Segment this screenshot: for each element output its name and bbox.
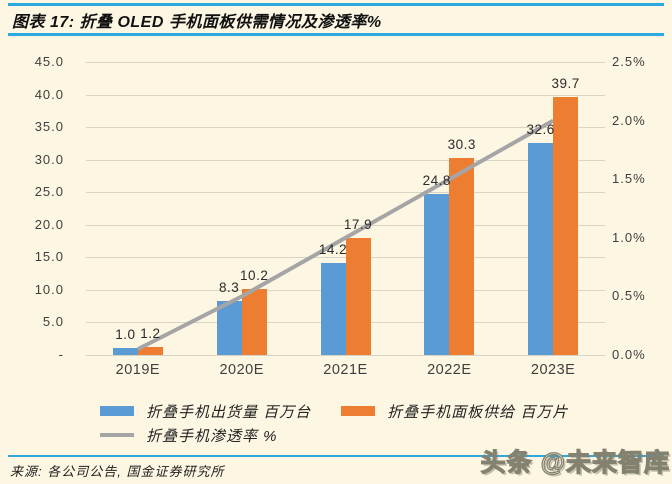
gridline xyxy=(86,94,605,96)
legend-row-1: 折叠手机出货量 百万台 折叠手机面板供给 百万片 xyxy=(100,399,672,423)
bar-value-label: 32.6 xyxy=(526,121,555,137)
bar-value-label: 30.3 xyxy=(447,136,476,152)
gridline xyxy=(86,62,605,63)
bar-value-label: 10.2 xyxy=(240,267,269,283)
legend-label-panel-supply: 折叠手机面板供给 百万片 xyxy=(387,403,569,421)
bar-value-label: 1.2 xyxy=(140,326,161,342)
shipments-bar xyxy=(320,262,346,355)
bar-value-label: 24.8 xyxy=(422,172,451,188)
shipments-bar xyxy=(216,300,242,355)
left-axis-tick-label: 30.0 xyxy=(34,151,64,167)
shipments-bar xyxy=(528,142,554,355)
left-axis-tick-label: 40.0 xyxy=(34,86,64,102)
shipments-bar xyxy=(112,348,138,355)
right-axis-tick-label: 0.5% xyxy=(612,288,646,304)
penetration-swatch xyxy=(100,433,134,437)
shipments-swatch xyxy=(100,406,134,416)
right-axis-tick-label: 2.5% xyxy=(612,54,646,69)
legend-label-shipments: 折叠手机出货量 百万台 xyxy=(146,403,312,421)
legend-row-2: 折叠手机渗透率 % xyxy=(100,423,672,447)
chart-title: 图表 17: 折叠 OLED 手机面板供需情况及渗透率% xyxy=(12,14,382,31)
x-axis-category-label: 2020E xyxy=(219,362,264,378)
x-axis-line xyxy=(86,355,605,356)
right-axis-tick-label: 1.0% xyxy=(612,229,646,245)
x-axis-category-label: 2019E xyxy=(115,362,161,378)
panel-supply-swatch xyxy=(341,406,376,416)
left-axis-tick-label: 35.0 xyxy=(34,119,64,135)
right-axis-tick-label: 0.0% xyxy=(612,347,646,362)
left-axis-tick-label: 5.0 xyxy=(42,314,64,330)
legend-item-panel-supply: 折叠手机面板供给 百万片 xyxy=(341,401,568,422)
right-axis-tick-label: 1.5% xyxy=(612,171,646,187)
chart-legend: 折叠手机出货量 百万台 折叠手机面板供给 百万片 折叠手机渗透率 % xyxy=(100,399,672,447)
panel-supply-bar xyxy=(241,288,267,355)
left-axis-tick-label: 25.0 xyxy=(34,184,64,200)
bar-value-label: 17.9 xyxy=(343,217,373,233)
x-axis-category-label: 2023E xyxy=(530,362,576,378)
legend-label-penetration: 折叠手机渗透率 % xyxy=(146,427,278,445)
bar-value-label: 8.3 xyxy=(219,279,240,295)
panel-supply-bar xyxy=(345,238,371,355)
bar-value-label: 1.0 xyxy=(115,327,136,343)
right-axis-tick-label: 2.0% xyxy=(612,112,646,128)
legend-item-penetration: 折叠手机渗透率 % xyxy=(100,425,278,446)
watermark-toutiao: 头条 @未来智库 xyxy=(480,448,670,477)
left-axis-tick-label: 20.0 xyxy=(34,216,64,232)
x-axis-category-label: 2021E xyxy=(323,362,368,378)
x-axis-category-label: 2022E xyxy=(427,362,472,378)
bar-value-label: 39.7 xyxy=(551,75,580,91)
panel-supply-bar xyxy=(553,96,579,355)
left-axis-tick-label: 10.0 xyxy=(34,281,64,297)
legend-item-shipments: 折叠手机出货量 百万台 xyxy=(100,401,311,422)
footer-rule xyxy=(8,455,664,457)
bar-value-label: 14.2 xyxy=(318,241,348,257)
shipments-bar xyxy=(424,193,450,355)
left-axis-tick-label: 15.0 xyxy=(34,249,64,265)
source-note: 来源: 各公司公告, 国金证券研究所 xyxy=(10,464,225,479)
panel-supply-bar xyxy=(137,347,163,355)
top-rule xyxy=(8,3,664,6)
title-divider-rule xyxy=(8,33,664,36)
left-axis-tick-label: 45.0 xyxy=(34,54,64,69)
left-axis-tick-label: - xyxy=(58,347,64,362)
panel-supply-bar xyxy=(449,157,475,355)
